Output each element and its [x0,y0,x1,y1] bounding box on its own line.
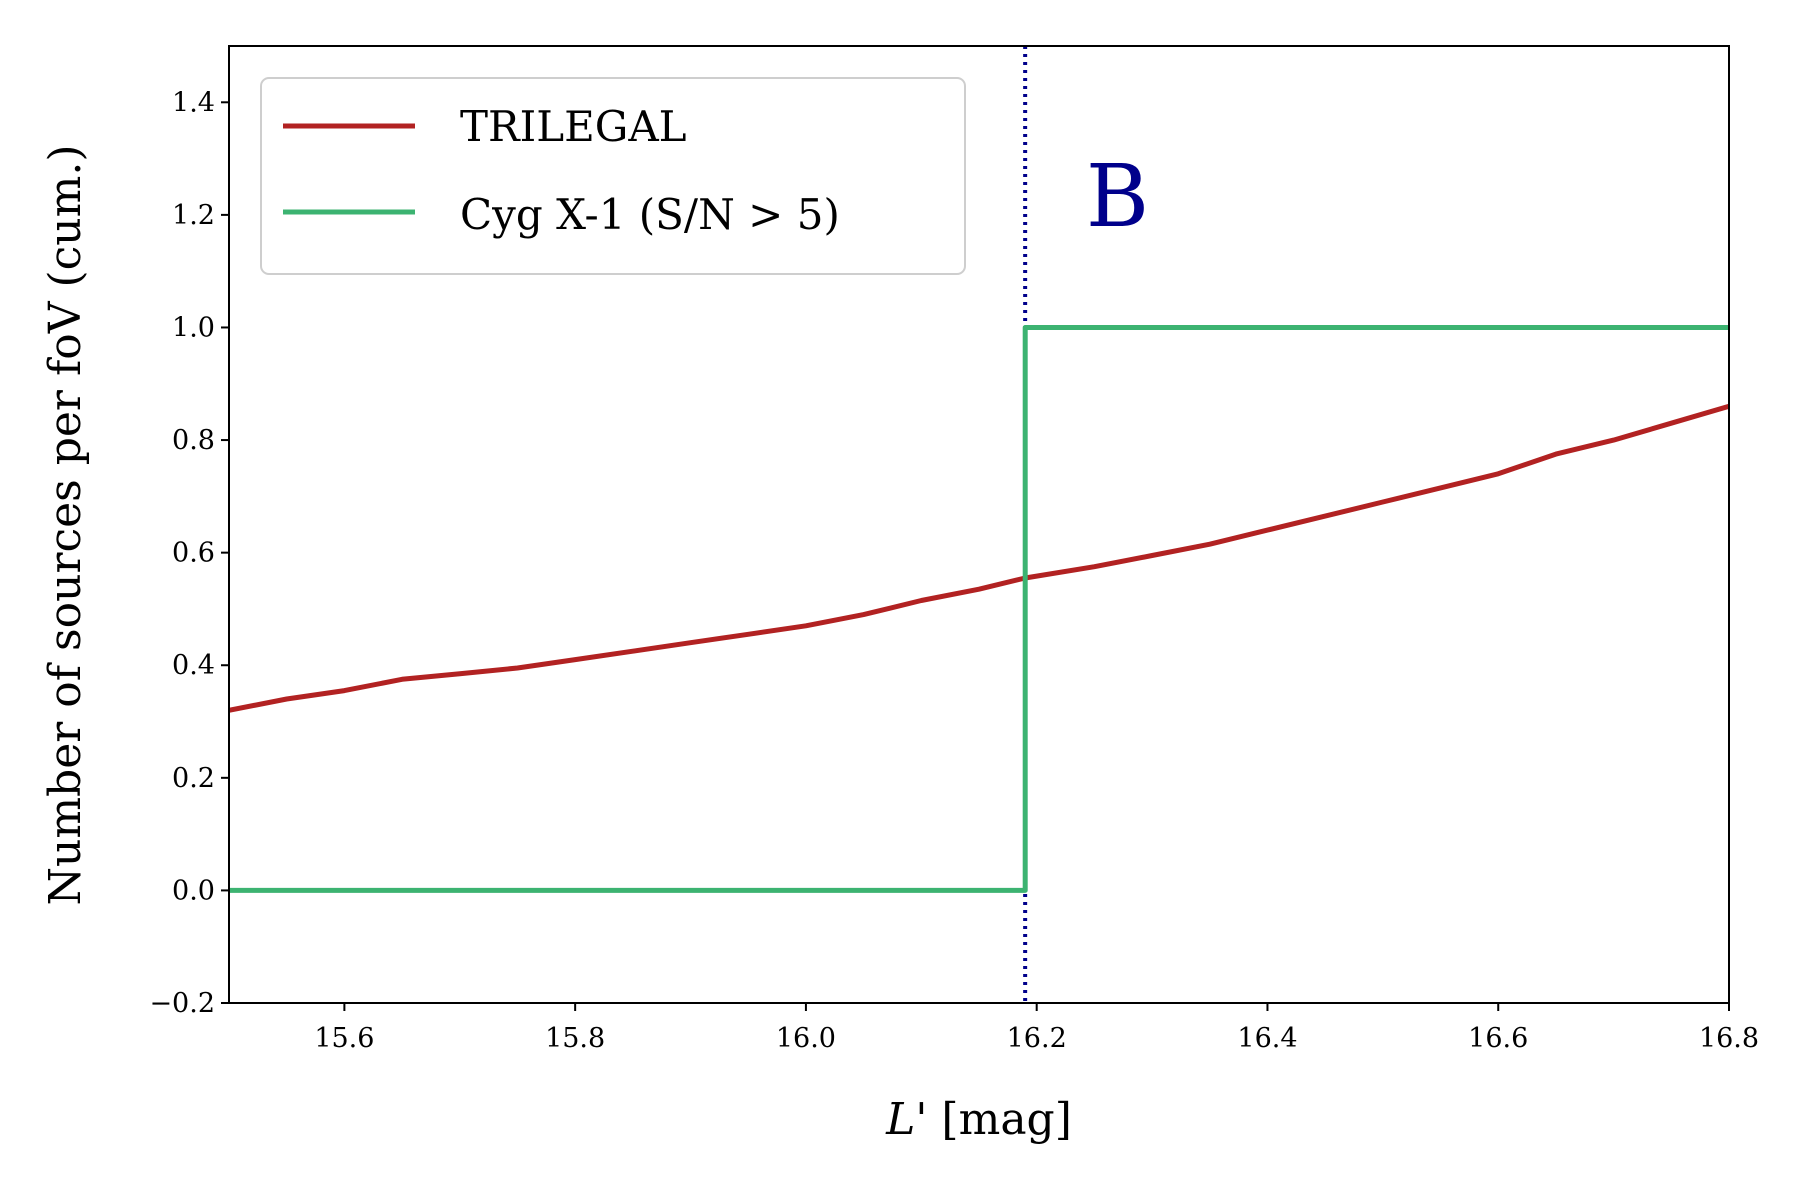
annotation-layer: B [1086,147,1149,247]
series-layer [229,325,1729,893]
legend-frame [260,77,966,275]
x-axis-title-prime: ' [915,1094,927,1145]
y-tick-label: −0.2 [149,988,215,1019]
y-tick-label: 1.2 [172,200,215,231]
y-tick-label: 1.0 [172,312,215,343]
y-axis-title: Number of sources per foV (cum.) [40,144,91,905]
y-axis-ticks: −0.2 0.0 0.2 0.4 0.6 0.8 1.0 1.2 1.4 [149,87,229,1019]
x-axis-title-var: L [885,1094,915,1145]
series-line-cyg-x1 [229,325,1729,893]
x-tick-label: 16.4 [1237,1023,1297,1054]
y-tick-label: 0.6 [172,538,215,569]
legend-label-cyg-x1: Cyg X-1 (S/N > 5) [460,190,840,239]
x-tick-label: 16.0 [776,1023,836,1054]
plot-area-frame [228,45,1730,1004]
y-tick-label: 0.8 [172,425,215,456]
panel-label: B [1086,147,1149,247]
series-line-trilegal [229,403,1729,713]
y-tick-label: 0.0 [172,875,215,906]
y-tick-label: 1.4 [172,87,215,118]
x-axis-title: L' [mag] [885,1094,1072,1145]
x-tick-label: 15.6 [314,1023,374,1054]
y-tick-label: 0.4 [172,650,215,681]
x-tick-label: 16.6 [1468,1023,1528,1054]
x-axis-ticks: 15.6 15.8 16.0 16.2 16.4 16.6 16.8 [314,1003,1759,1054]
y-tick-label: 0.2 [172,763,215,794]
x-axis-title-unit: [mag] [927,1094,1071,1145]
x-tick-label: 16.8 [1699,1023,1759,1054]
legend-label-trilegal: TRILEGAL [460,102,687,151]
x-tick-label: 15.8 [545,1023,605,1054]
legend: TRILEGAL Cyg X-1 (S/N > 5) [260,77,966,275]
x-tick-label: 16.2 [1007,1023,1067,1054]
